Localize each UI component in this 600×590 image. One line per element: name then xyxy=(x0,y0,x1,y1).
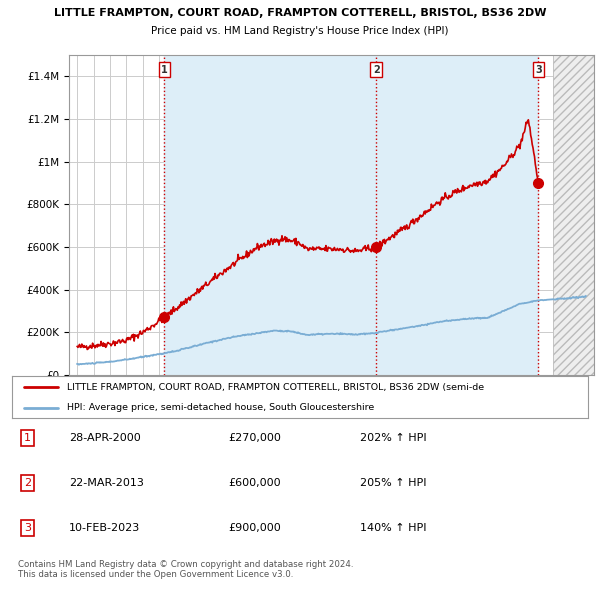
Bar xyxy=(164,55,538,375)
Text: 10-FEB-2023: 10-FEB-2023 xyxy=(69,523,140,533)
Text: 140% ↑ HPI: 140% ↑ HPI xyxy=(360,523,427,533)
Text: 22-MAR-2013: 22-MAR-2013 xyxy=(69,478,144,488)
Text: 2: 2 xyxy=(373,64,380,74)
Text: £600,000: £600,000 xyxy=(228,478,281,488)
Text: 202% ↑ HPI: 202% ↑ HPI xyxy=(360,433,427,443)
Text: 1: 1 xyxy=(24,433,31,443)
Text: 3: 3 xyxy=(24,523,31,533)
Text: LITTLE FRAMPTON, COURT ROAD, FRAMPTON COTTERELL, BRISTOL, BS36 2DW (semi-de: LITTLE FRAMPTON, COURT ROAD, FRAMPTON CO… xyxy=(67,383,484,392)
Text: Price paid vs. HM Land Registry's House Price Index (HPI): Price paid vs. HM Land Registry's House … xyxy=(151,26,449,36)
Text: LITTLE FRAMPTON, COURT ROAD, FRAMPTON COTTERELL, BRISTOL, BS36 2DW: LITTLE FRAMPTON, COURT ROAD, FRAMPTON CO… xyxy=(54,8,546,18)
Text: 28-APR-2000: 28-APR-2000 xyxy=(69,433,141,443)
Text: 1: 1 xyxy=(161,64,168,74)
Text: £270,000: £270,000 xyxy=(228,433,281,443)
Text: £900,000: £900,000 xyxy=(228,523,281,533)
Text: HPI: Average price, semi-detached house, South Gloucestershire: HPI: Average price, semi-detached house,… xyxy=(67,403,374,412)
Text: 3: 3 xyxy=(535,64,542,74)
Text: Contains HM Land Registry data © Crown copyright and database right 2024.
This d: Contains HM Land Registry data © Crown c… xyxy=(18,560,353,579)
Text: 2: 2 xyxy=(24,478,31,488)
Text: 205% ↑ HPI: 205% ↑ HPI xyxy=(360,478,427,488)
